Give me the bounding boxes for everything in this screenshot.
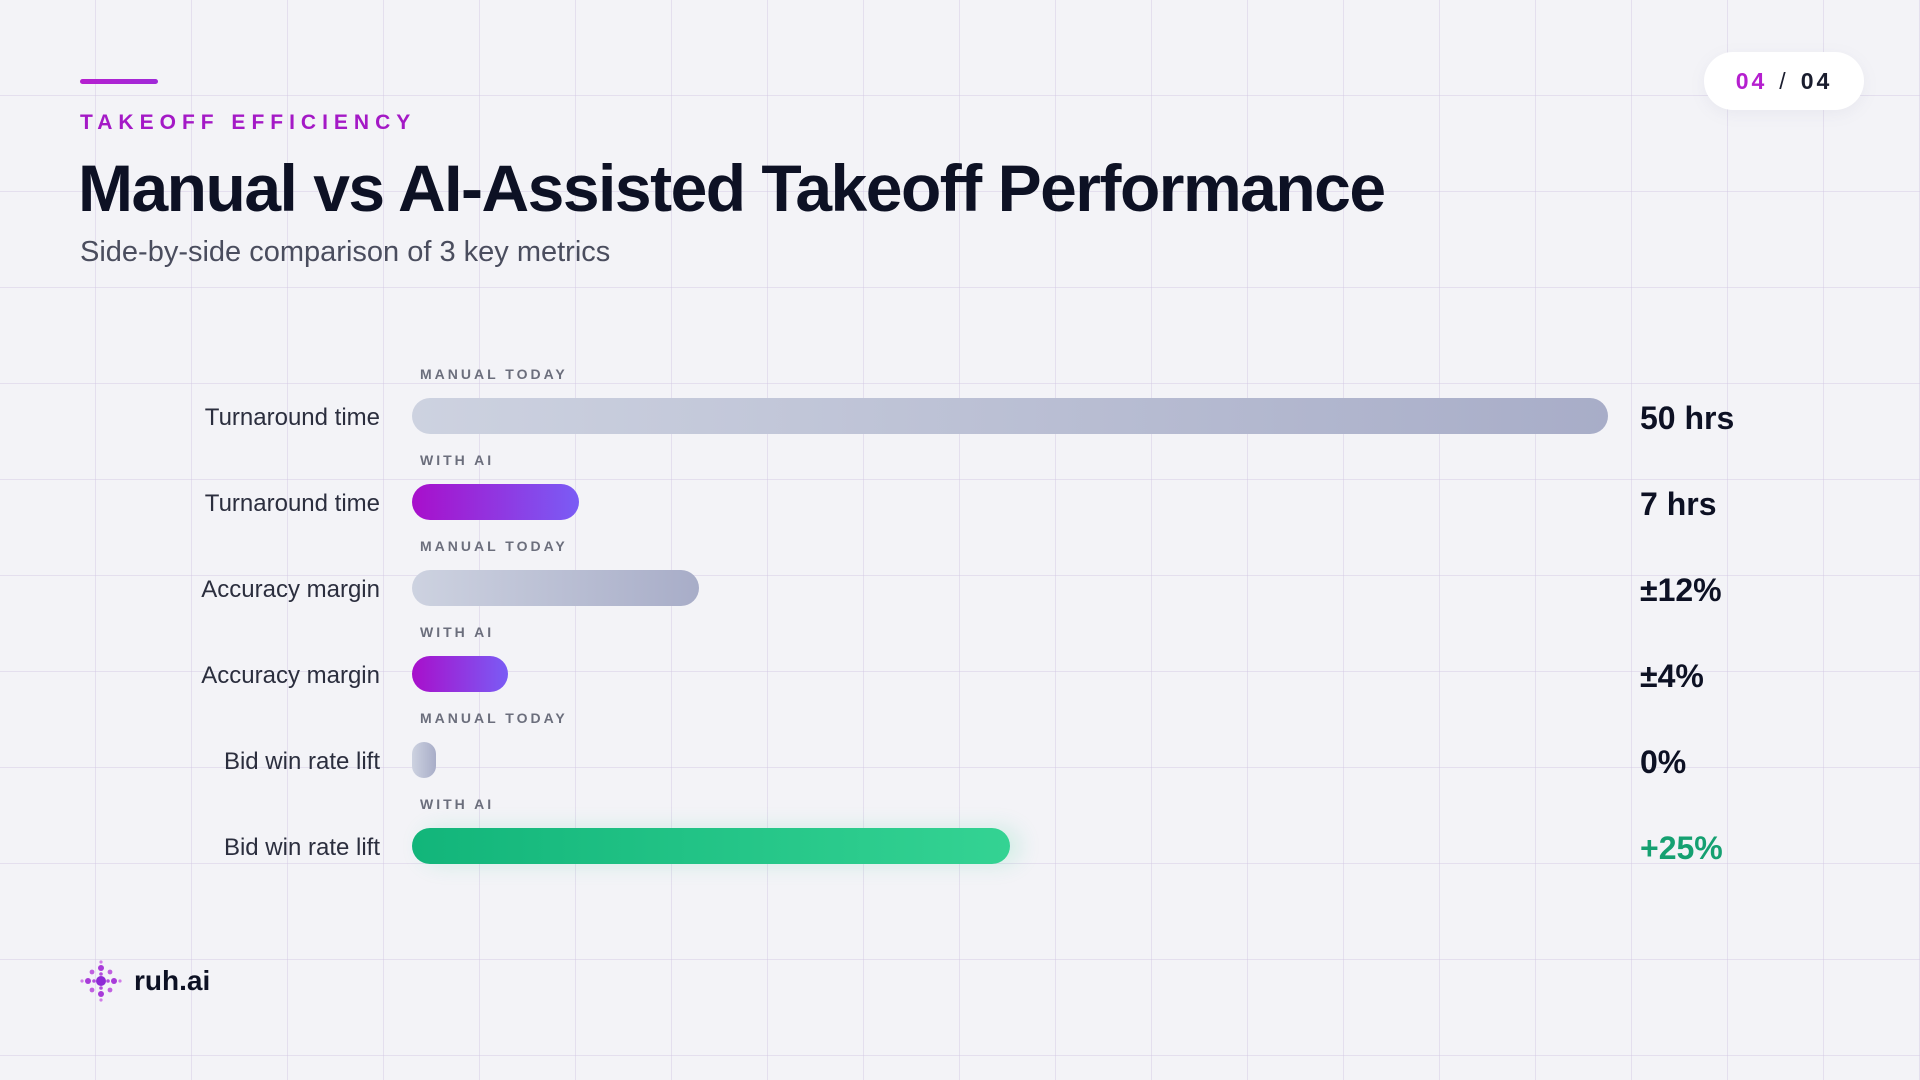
value-label: 0% [1640,744,1687,780]
manual-bar [412,570,699,606]
brand: ruh.ai [80,960,210,1002]
chart-row: MANUAL TODAY Turnaround time 50 hrs [0,366,1920,452]
value-label: 7 hrs [1640,486,1717,522]
pager-separator: / [1779,67,1789,94]
metric-label: Turnaround time [204,490,380,517]
manual-bar [412,742,436,778]
brand-name: ruh.ai [134,965,211,996]
series-tag: WITH AI [420,452,495,468]
series-tag: WITH AI [420,796,495,812]
bar-track [412,570,1608,606]
slide-pager: 04 / 04 [1704,52,1864,110]
chart-row: MANUAL TODAY Accuracy margin ±12% [0,538,1920,624]
accent-rule [80,79,158,84]
metric-label: Turnaround time [204,404,380,431]
ai-bar [412,656,508,692]
ai-bar [412,828,1010,864]
chart-row: MANUAL TODAY Bid win rate lift 0% [0,710,1920,796]
value-label: 50 hrs [1640,400,1735,436]
chart-row: WITH AI Turnaround time 7 hrs [0,452,1920,538]
section-eyebrow: TAKEOFF EFFICIENCY [80,111,417,134]
page-title: Manual vs AI-Assisted Takeoff Performanc… [78,151,1386,225]
ai-bar [412,484,579,520]
page-subtitle: Side-by-side comparison of 3 key metrics [80,236,611,268]
pager-total: 04 [1800,67,1833,94]
metric-label: Accuracy margin [201,662,380,689]
series-tag: MANUAL TODAY [420,710,568,726]
metric-label: Bid win rate lift [223,834,380,861]
value-label: ±12% [1640,572,1722,608]
series-tag: MANUAL TODAY [420,366,568,382]
metric-label: Accuracy margin [201,576,380,603]
ruh-dots-logo-icon [80,960,122,1002]
value-label: +25% [1640,830,1723,866]
bar-track [412,656,1608,692]
bar-track [412,742,1608,778]
series-tag: WITH AI [420,624,495,640]
manual-bar [412,398,1608,434]
series-tag: MANUAL TODAY [420,538,568,554]
bar-track [412,398,1608,434]
metric-label: Bid win rate lift [223,748,380,775]
chart-row: WITH AI Bid win rate lift +25% [0,796,1920,882]
pager-current: 04 [1735,67,1768,94]
chart-row: WITH AI Accuracy margin ±4% [0,624,1920,710]
value-label: ±4% [1640,658,1704,694]
bar-track [412,828,1608,864]
bar-track [412,484,1608,520]
